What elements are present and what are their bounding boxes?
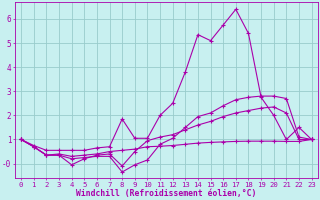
X-axis label: Windchill (Refroidissement éolien,°C): Windchill (Refroidissement éolien,°C) <box>76 189 257 198</box>
